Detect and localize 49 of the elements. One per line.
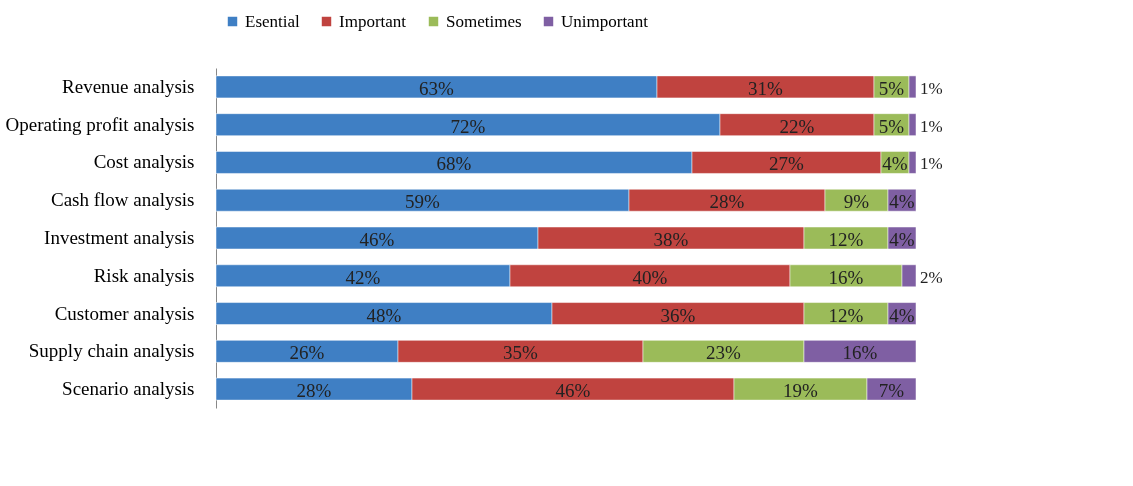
data-label: 4% [882,153,908,175]
data-label: 1% [920,78,943,98]
y-tick-label: Risk analysis [93,264,195,286]
legend-label: Sometimes [446,11,522,31]
data-label: 4% [889,304,915,326]
legend-label: Important [339,11,407,31]
y-tick-label: Supply chain analysis [28,340,195,362]
data-label: 28% [296,380,332,402]
data-label: 2% [920,267,943,287]
data-label: 16% [842,342,878,364]
data-label: 7% [878,380,905,402]
data-label: 5% [878,77,905,99]
data-label: 16% [828,266,864,288]
data-label: 31% [748,77,784,99]
data-label: 40% [632,266,668,288]
data-label: 28% [709,191,745,213]
data-label: 1% [920,116,943,136]
data-label: 26% [289,342,325,364]
y-tick-label: Scenario analysis [62,378,195,400]
legend-label: Unimportant [561,11,649,31]
y-tick-label: Operating profit analysis [5,113,195,135]
legend-label: Esential [245,11,301,31]
data-label: 59% [405,191,441,213]
data-label: 36% [660,304,696,326]
data-label: 35% [503,342,539,364]
data-label: 27% [769,153,805,175]
data-label: 46% [555,380,591,402]
data-label: 42% [345,266,381,288]
data-label: 12% [828,229,864,250]
y-tick-label: Investment analysis [44,227,195,248]
data-label: 72% [450,115,486,137]
data-label: 68% [436,153,472,175]
data-label: 23% [706,342,742,364]
data-label: 48% [366,304,402,326]
data-label: 9% [843,191,870,213]
y-tick-label: Cash flow analysis [50,189,195,211]
y-tick-label: Customer analysis [54,302,195,324]
data-label: 1% [920,154,943,174]
data-label: 4% [889,229,915,250]
data-label: 22% [779,115,815,137]
data-label: 46% [359,229,395,250]
data-label: 5% [878,115,905,137]
data-label: 38% [653,229,689,250]
data-label: 63% [419,77,455,99]
data-label: 12% [828,304,864,326]
y-tick-label: Revenue analysis [62,75,195,97]
data-label: 4% [889,191,915,213]
y-tick-label: Cost analysis [93,151,195,173]
data-label: 19% [783,380,819,402]
